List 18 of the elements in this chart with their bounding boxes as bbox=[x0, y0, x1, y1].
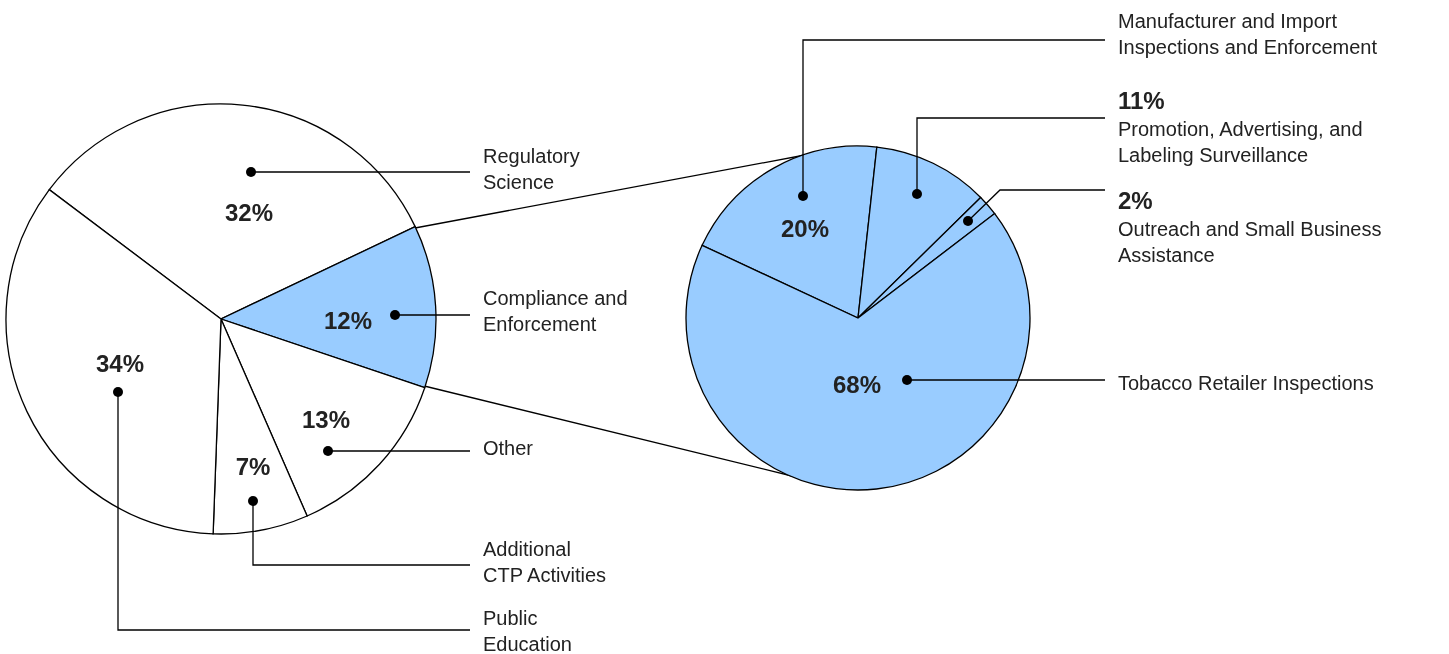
data-label: 12% bbox=[323, 307, 373, 334]
data-label: 32% bbox=[224, 199, 274, 226]
data-label: 13% bbox=[301, 406, 351, 433]
data-label: 7% bbox=[235, 453, 271, 480]
slice-label: Outreach and Small Business Assistance bbox=[1118, 218, 1382, 266]
slice-label: Manufacturer and Import Inspections and Enforcement bbox=[1118, 10, 1378, 58]
slice-label: Regulatory Science bbox=[483, 145, 580, 193]
slice-label: Compliance and Enforcement bbox=[483, 287, 628, 335]
data-label: 68% bbox=[832, 371, 882, 398]
data-label: 20% bbox=[780, 215, 830, 242]
slice-label: Additional CTP Activities bbox=[483, 538, 606, 586]
data-label: 34% bbox=[95, 350, 145, 377]
slice-label: Tobacco Retailer Inspections bbox=[1118, 372, 1374, 394]
data-label: 2% bbox=[1118, 187, 1153, 214]
data-label: 11% bbox=[1118, 87, 1165, 114]
slice-label: Other bbox=[483, 437, 534, 459]
slice-label: Public Education bbox=[483, 607, 572, 654]
slice-label: Promotion, Advertising, and Labeling Surveillance bbox=[1118, 118, 1363, 166]
